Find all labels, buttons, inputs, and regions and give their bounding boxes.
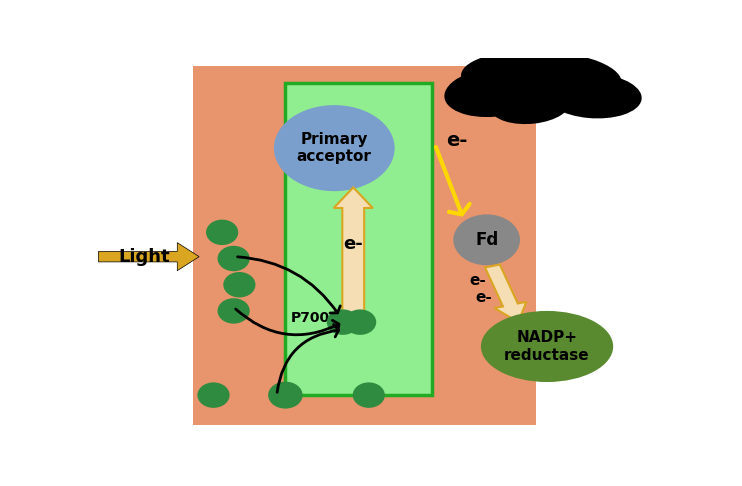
FancyArrow shape xyxy=(485,264,526,322)
Text: e-: e- xyxy=(447,131,467,150)
Ellipse shape xyxy=(545,73,642,119)
Ellipse shape xyxy=(453,214,520,265)
Text: Primary
acceptor: Primary acceptor xyxy=(297,132,372,164)
Ellipse shape xyxy=(344,310,376,335)
Ellipse shape xyxy=(461,51,622,107)
Ellipse shape xyxy=(326,310,359,335)
Ellipse shape xyxy=(217,246,250,271)
Ellipse shape xyxy=(490,86,570,124)
Ellipse shape xyxy=(217,298,250,324)
Text: e-: e- xyxy=(344,235,363,253)
Ellipse shape xyxy=(352,382,385,408)
FancyBboxPatch shape xyxy=(194,66,536,425)
Text: e-: e- xyxy=(475,290,492,305)
Ellipse shape xyxy=(206,220,238,245)
Ellipse shape xyxy=(444,67,546,117)
Ellipse shape xyxy=(223,272,255,297)
FancyBboxPatch shape xyxy=(286,83,432,395)
Text: Light: Light xyxy=(119,248,171,266)
Ellipse shape xyxy=(197,382,229,408)
Text: e-: e- xyxy=(470,274,486,289)
Ellipse shape xyxy=(268,382,303,409)
Text: Fd: Fd xyxy=(475,231,499,249)
Text: NADP+
reductase: NADP+ reductase xyxy=(505,330,590,363)
FancyArrow shape xyxy=(334,188,372,314)
Ellipse shape xyxy=(274,105,395,191)
Ellipse shape xyxy=(481,311,613,382)
Text: P700+: P700+ xyxy=(291,312,342,326)
FancyArrow shape xyxy=(99,243,199,271)
